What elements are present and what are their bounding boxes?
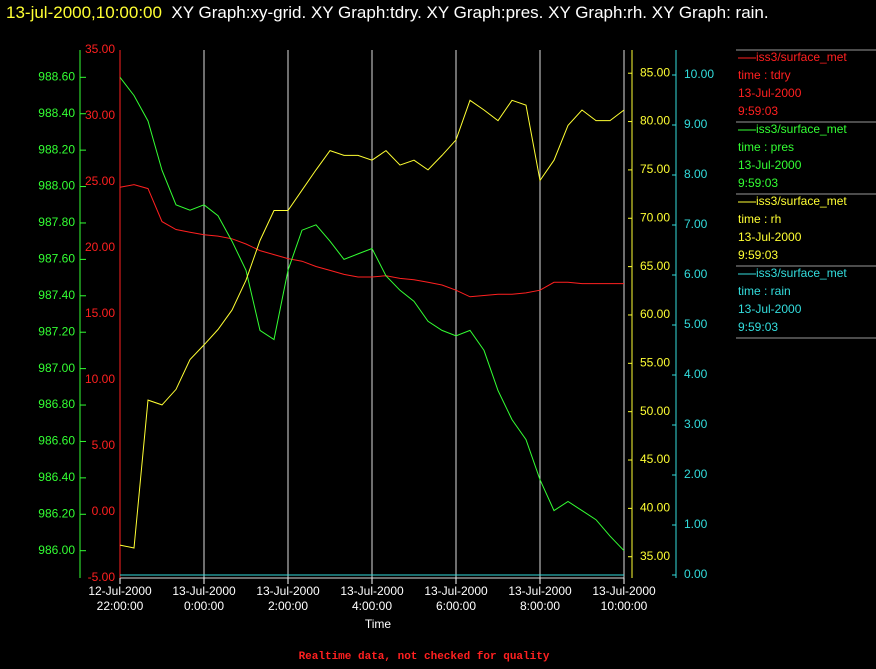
- series-line: [119, 184, 624, 298]
- y-tick-label: 30.00: [85, 108, 115, 122]
- y-tick-label: 987.60: [38, 252, 75, 266]
- x-tick-label-line: 13-Jul-2000: [172, 584, 236, 598]
- y-tick-label: 7.00: [684, 217, 708, 231]
- legend-name: iss3/surface_met: [756, 266, 847, 280]
- y-tick-label: 986.80: [38, 397, 75, 411]
- y-tick-label: 5.00: [684, 317, 708, 331]
- legend-name: iss3/surface_met: [756, 194, 847, 208]
- y-tick-label: 0.00: [684, 567, 708, 581]
- y-tick-label: 986.60: [38, 434, 75, 448]
- y-tick-label: 70.00: [640, 210, 670, 224]
- y-tick-label: 988.60: [38, 69, 75, 83]
- x-tick-label-line: 0:00:00: [184, 599, 224, 613]
- x-axis-label: Time: [365, 617, 392, 631]
- y-tick-label: 987.80: [38, 215, 75, 229]
- x-tick-label: 13-Jul-2000 6:00:00: [424, 584, 488, 613]
- y-tick-label: 25.00: [85, 174, 115, 188]
- y-tick-label: 9.00: [684, 117, 708, 131]
- footer: Realtime data, not checked for quality: [299, 651, 550, 663]
- x-tick-label: 13-Jul-2000 2:00:00: [256, 584, 320, 613]
- x-tick-label-line: 13-Jul-2000: [508, 584, 572, 598]
- legend-date: 13-Jul-2000: [738, 86, 802, 100]
- y-tick-label: 6.00: [684, 267, 708, 281]
- y-tick-label: 45.00: [640, 452, 670, 466]
- y-tick-label: 3.00: [684, 417, 708, 431]
- y-tick-label: 10.00: [684, 67, 714, 81]
- y-tick-label: 20.00: [85, 240, 115, 254]
- y-tick-label: 10.00: [85, 372, 115, 386]
- legend-field: time : pres: [738, 140, 794, 154]
- y-tick-label: 15.00: [85, 306, 115, 320]
- timestamp: 13-jul-2000,10:00:00: [6, 3, 162, 22]
- y-tick-label: 4.00: [684, 367, 708, 381]
- legend-time: 9:59:03: [738, 320, 778, 334]
- legend-time: 9:59:03: [738, 176, 778, 190]
- legend-field: time : rh: [738, 212, 781, 226]
- header: 13-jul-2000,10:00:00 XY Graph:xy-grid. X…: [6, 2, 856, 24]
- x-tick-label-line: 8:00:00: [520, 599, 560, 613]
- y-tick-label: 1.00: [684, 517, 708, 531]
- y-tick-label: 40.00: [640, 501, 670, 515]
- chart-title: XY Graph:xy-grid. XY Graph:tdry. XY Grap…: [171, 3, 769, 22]
- x-tick-label: 13-Jul-2000 8:00:00: [508, 584, 572, 613]
- legend-field: time : tdry: [738, 68, 791, 82]
- y-tick-label: 986.40: [38, 470, 75, 484]
- x-tick-label-line: 2:00:00: [268, 599, 308, 613]
- y-tick-label: 50.00: [640, 404, 670, 418]
- x-tick-label: 13-Jul-2000 4:00:00: [340, 584, 404, 613]
- series-line: [119, 99, 625, 549]
- y-tick-label: 85.00: [640, 65, 670, 79]
- x-tick-label-line: 13-Jul-2000: [340, 584, 404, 598]
- y-tick-label: 988.40: [38, 106, 75, 120]
- legend-name: iss3/surface_met: [756, 50, 847, 64]
- y-tick-label: 8.00: [684, 167, 708, 181]
- y-tick-label: 60.00: [640, 307, 670, 321]
- x-tick-label: 13-Jul-2000 0:00:00: [172, 584, 236, 613]
- x-tick-label-line: 6:00:00: [436, 599, 476, 613]
- y-tick-label: 2.00: [684, 467, 708, 481]
- y-tick-label: 35.00: [640, 549, 670, 563]
- y-tick-label: 75.00: [640, 162, 670, 176]
- y-tick-label: 987.20: [38, 324, 75, 338]
- x-tick-label-line: 22:00:00: [97, 599, 144, 613]
- x-tick-label: 12-Jul-2000 22:00:00: [88, 584, 152, 613]
- y-tick-label: 35.00: [85, 42, 115, 56]
- y-tick-label: 986.00: [38, 543, 75, 557]
- y-tick-label: 5.00: [92, 438, 116, 452]
- legend-name: iss3/surface_met: [756, 122, 847, 136]
- y-tick-label: 987.40: [38, 288, 75, 302]
- legend-date: 13-Jul-2000: [738, 230, 802, 244]
- legend-time: 9:59:03: [738, 248, 778, 262]
- x-tick-label: 13-Jul-2000 10:00:00: [592, 584, 656, 613]
- y-tick-label: 986.20: [38, 506, 75, 520]
- y-tick-label: 988.20: [38, 142, 75, 156]
- series-line: [119, 76, 625, 552]
- x-tick-label-line: 13-Jul-2000: [424, 584, 488, 598]
- legend-time: 9:59:03: [738, 104, 778, 118]
- y-tick-label: 80.00: [640, 114, 670, 128]
- legend-field: time : rain: [738, 284, 791, 298]
- x-tick-label-line: 4:00:00: [352, 599, 392, 613]
- legend-date: 13-Jul-2000: [738, 158, 802, 172]
- y-tick-label: 55.00: [640, 355, 670, 369]
- legend-date: 13-Jul-2000: [738, 302, 802, 316]
- x-tick-label-line: 12-Jul-2000: [88, 584, 152, 598]
- x-tick-label-line: 10:00:00: [601, 599, 648, 613]
- y-tick-label: 0.00: [92, 504, 116, 518]
- y-tick-label: 65.00: [640, 259, 670, 273]
- x-tick-label-line: 13-Jul-2000: [256, 584, 320, 598]
- y-tick-label: -5.00: [88, 570, 116, 584]
- y-tick-label: 988.00: [38, 179, 75, 193]
- y-tick-label: 987.00: [38, 361, 75, 375]
- x-tick-label-line: 13-Jul-2000: [592, 584, 656, 598]
